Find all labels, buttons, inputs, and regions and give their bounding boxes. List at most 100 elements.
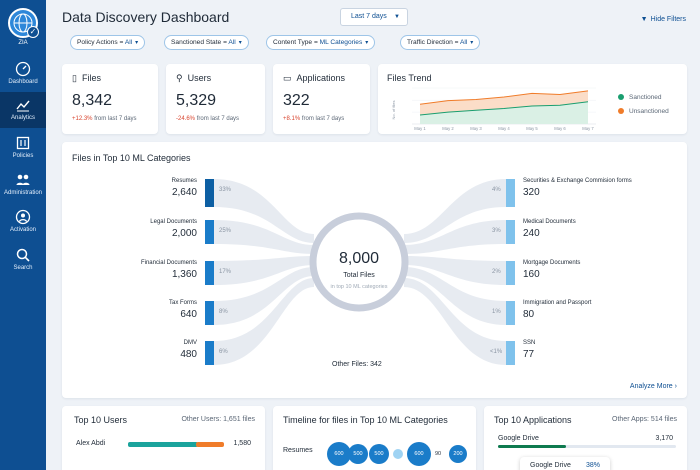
- filter-name: Sanctioned State: [171, 39, 222, 46]
- files-label: Files: [81, 73, 101, 83]
- ml-category-bar[interactable]: [506, 220, 515, 244]
- ml-category-pct: 4%: [492, 187, 501, 193]
- timeline-bubble[interactable]: [393, 449, 403, 459]
- filter-traffic-direction[interactable]: Traffic Direction = All ▾: [400, 35, 481, 50]
- date-range-value: Last 7 days: [351, 13, 387, 20]
- app-value: 3,170: [655, 435, 673, 442]
- ml-category-bar[interactable]: [205, 220, 214, 244]
- users-card-label: ⚲ Users: [176, 73, 211, 84]
- top-apps-title: Top 10 Applications: [494, 415, 572, 425]
- legend-unsanctioned-label: Unsanctioned: [629, 108, 669, 115]
- ml-category-value: 480: [180, 349, 197, 360]
- ml-category-left[interactable]: DMV 480: [77, 340, 197, 360]
- files-delta-text: from last 7 days: [94, 116, 137, 122]
- timeline-title: Timeline for files in Top 10 ML Categori…: [283, 415, 448, 425]
- ml-category-left[interactable]: Financial Documents 1,360: [77, 260, 197, 280]
- ml-category-name: Mortgage Documents: [523, 260, 581, 266]
- filter-name: Policy Actions: [77, 39, 118, 46]
- nav-policies[interactable]: Policies: [0, 130, 46, 166]
- nav-analytics-label: Analytics: [10, 115, 35, 121]
- app-bar-track[interactable]: [498, 445, 676, 448]
- timeline-bubble[interactable]: 600: [407, 442, 431, 466]
- ml-category-pct: 33%: [219, 187, 232, 193]
- timeline-bubble[interactable]: 90: [431, 447, 445, 461]
- user-bar-sanctioned[interactable]: [128, 442, 198, 447]
- files-trend-chart[interactable]: No. of files May 1 May 2 May 3 May 4 May 5 May…: [382, 82, 608, 132]
- ml-category-bar[interactable]: [205, 301, 214, 325]
- timeline-bubble[interactable]: 600: [327, 442, 351, 466]
- filter-sanctioned-state[interactable]: Sanctioned State = All ▾: [164, 35, 249, 50]
- ml-category-name: Immigration and Passport: [523, 300, 592, 306]
- y-axis-label: No. of files: [391, 101, 396, 120]
- analyze-more-link[interactable]: Analyze More ›: [630, 383, 677, 390]
- ml-category-right[interactable]: Medical Documents 240: [523, 219, 673, 239]
- ml-category-bar[interactable]: [205, 261, 214, 285]
- top-users-title: Top 10 Users: [74, 415, 128, 425]
- ml-category-pct: 2%: [492, 269, 501, 275]
- nav-activation-label: Activation: [9, 227, 36, 233]
- ml-category-right[interactable]: Mortgage Documents 160: [523, 260, 673, 280]
- user-name[interactable]: Alex Abdi: [76, 440, 106, 447]
- filter-content-type[interactable]: Content Type = ML Categories ▾: [266, 35, 376, 50]
- timeline-card: Timeline for files in Top 10 ML Categori…: [273, 406, 476, 470]
- flow-band: [404, 179, 506, 243]
- nav-administration[interactable]: Administration: [0, 167, 46, 203]
- ml-category-name: Medical Documents: [523, 219, 576, 225]
- date-range-dropdown[interactable]: Last 7 days ▼: [340, 8, 408, 26]
- users-card[interactable]: ⚲ Users 5,329 -24.6% from last 7 days: [166, 64, 265, 134]
- chevron-down-icon: ▾: [135, 40, 139, 46]
- app-name[interactable]: Google Drive: [498, 435, 539, 442]
- ml-category-bar[interactable]: [506, 261, 515, 285]
- x-tick-label: May 7: [582, 126, 594, 131]
- filter-value: All: [124, 39, 133, 46]
- timeline-bubble[interactable]: 500: [369, 444, 389, 464]
- nav-search[interactable]: Search: [0, 242, 46, 278]
- zia-logo[interactable]: ✓: [8, 8, 39, 38]
- ml-category-value: 1,360: [171, 269, 197, 280]
- ml-category-bar[interactable]: [506, 301, 515, 325]
- files-card[interactable]: ▯ Files 8,342 +12.3% from last 7 days: [62, 64, 158, 134]
- ml-category-right[interactable]: SSN 77: [523, 340, 673, 360]
- series-sanctioned-area: [420, 101, 588, 124]
- nav-dashboard[interactable]: Dashboard: [0, 56, 46, 92]
- nav-dashboard-label: Dashboard: [8, 79, 38, 85]
- ml-category-pct: 3%: [492, 228, 501, 234]
- files-trend-card: Files Trend No. of files May 1 May 2 May 3 M…: [378, 64, 687, 134]
- check-icon: ✓: [27, 26, 39, 38]
- app-bar-fill: [498, 445, 566, 448]
- legend-unsanctioned: Unsanctioned: [618, 108, 669, 115]
- nav-search-label: Search: [13, 265, 33, 271]
- applications-card[interactable]: ▭ Applications 322 +8.1% from last 7 days: [273, 64, 370, 134]
- flow-band: [214, 267, 314, 325]
- ml-category-name: Securities & Exchange Commision forms: [523, 178, 632, 184]
- ml-categories-title: Files in Top 10 ML Categories: [72, 153, 191, 163]
- nav-activation[interactable]: Activation: [0, 204, 46, 240]
- filter-policy-actions[interactable]: Policy Actions = All ▾: [70, 35, 146, 50]
- applications-label: Applications: [296, 73, 346, 83]
- ml-category-left[interactable]: Resumes 2,640: [77, 178, 197, 198]
- tooltip-name: Google Drive: [530, 462, 571, 469]
- ml-category-bar[interactable]: [506, 341, 515, 365]
- ml-category-value: 80: [523, 309, 535, 320]
- ml-category-bar[interactable]: [506, 179, 515, 207]
- sidebar: ✓ ZIA Dashboard Analytics Policies Admin…: [0, 0, 46, 470]
- ml-category-right[interactable]: Securities & Exchange Commision forms 320: [523, 178, 673, 198]
- ml-category-right[interactable]: Immigration and Passport 80: [523, 300, 673, 320]
- filter-value: ML Categories: [319, 39, 363, 46]
- nav-policies-label: Policies: [12, 153, 34, 159]
- files-delta-value: +12.3%: [72, 116, 93, 122]
- timeline-bubble[interactable]: 200: [449, 445, 467, 463]
- ml-category-value: 2,000: [171, 228, 197, 239]
- ml-category-bar[interactable]: [205, 341, 214, 365]
- ml-category-left[interactable]: Tax Forms 640: [77, 300, 197, 320]
- user-bar-unsanctioned[interactable]: [196, 442, 224, 447]
- ml-categories-flow: [214, 179, 506, 365]
- hide-filters-button[interactable]: ▼ Hide Filters: [641, 16, 686, 23]
- timeline-bubble[interactable]: 500: [348, 444, 368, 464]
- tooltip-value: 38%: [585, 462, 600, 469]
- top-users-card: Top 10 Users Other Users: 1,651 files Al…: [62, 406, 265, 470]
- total-files-label: Total Files: [343, 272, 375, 279]
- nav-analytics[interactable]: Analytics: [0, 92, 46, 128]
- ml-category-left[interactable]: Legal Documents 2,000: [77, 219, 197, 239]
- ml-category-bar[interactable]: [205, 179, 214, 207]
